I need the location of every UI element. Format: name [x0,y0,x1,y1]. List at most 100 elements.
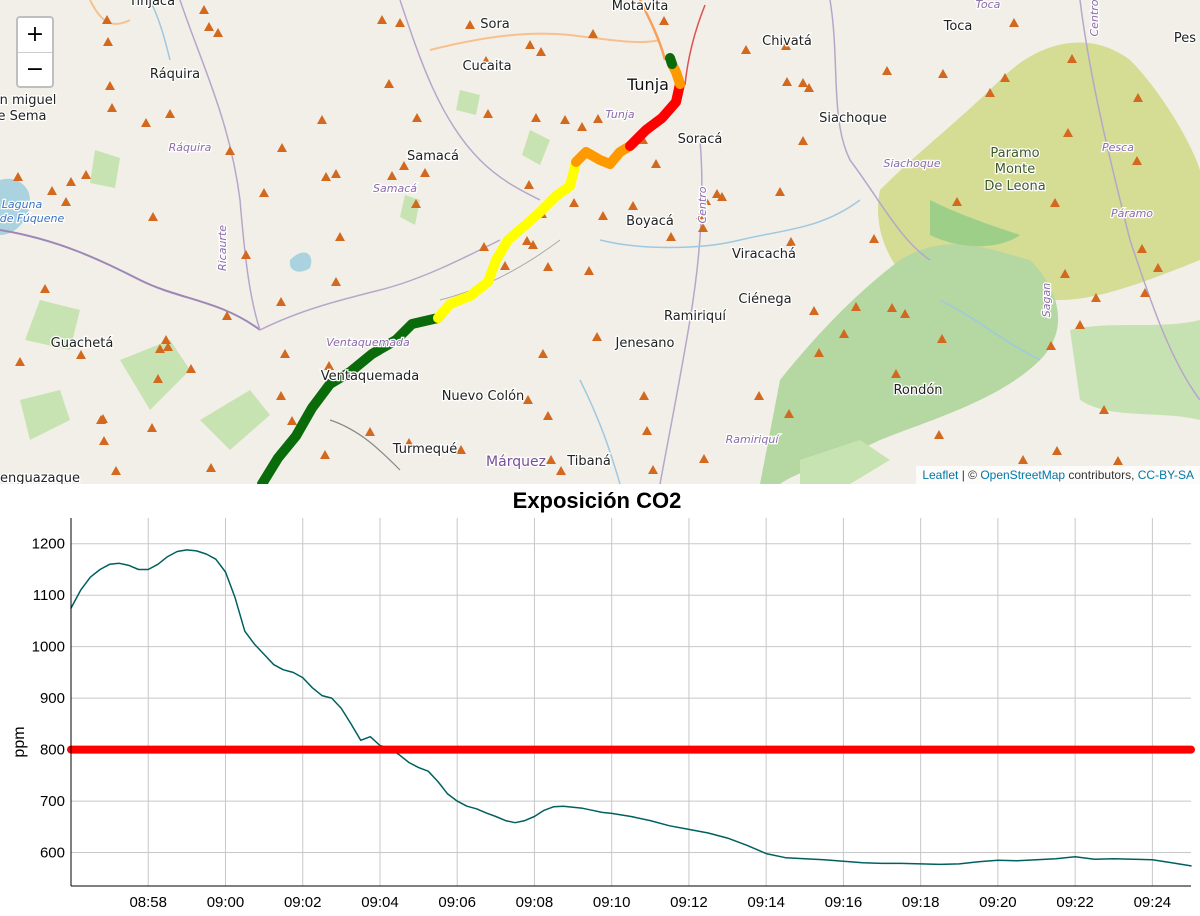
peak-marker [81,170,91,179]
peak-marker [775,187,785,196]
peak-marker [280,349,290,358]
place-label: de Fúquene [0,212,65,225]
peak-marker [952,197,962,206]
peak-marker [717,192,727,201]
peak-marker [61,197,71,206]
peak-marker [839,329,849,338]
place-label: Nuevo Colón [442,389,525,404]
admin-boundary [0,229,261,331]
peak-marker [659,16,669,25]
place-label: Laguna [2,198,43,211]
peak-marker [222,311,232,320]
peak-marker [891,369,901,378]
peak-marker [1052,446,1062,455]
zoom-in-button[interactable]: + [18,18,52,53]
peak-marker [148,212,158,221]
route-segment[interactable] [625,79,685,151]
peak-marker [155,344,165,353]
peak-marker [479,242,489,251]
place-label: Ricaurte [216,225,229,271]
peak-marker [882,66,892,75]
place-label: Samacá [407,149,459,164]
zoom-control[interactable]: + − [16,16,54,88]
peak-marker [395,18,405,27]
peak-marker [456,445,466,454]
y-axis-ticks: 600 700 800 900 1000 1100 1200 [32,536,65,862]
y-tick-label: 600 [40,845,65,862]
route-segment[interactable] [571,141,635,169]
forest-area-3 [930,200,1020,247]
x-tick-label: 08:58 [129,894,167,911]
peak-marker [320,450,330,459]
route-segment[interactable] [433,157,581,323]
route-segment[interactable] [665,53,677,69]
place-label: Paramo [990,146,1039,161]
peak-marker [276,297,286,306]
peak-marker [628,201,638,210]
road [429,32,661,51]
place-label: n miguel [0,93,56,108]
peak-marker [276,391,286,400]
place-label: Motavita [612,0,669,14]
peak-marker [851,302,861,311]
peak-marker [165,109,175,118]
peak-marker [598,211,608,220]
peak-marker [317,115,327,124]
peak-marker [543,262,553,271]
place-label: Ráquira [169,141,212,154]
peak-marker [399,161,409,170]
peak-marker [524,180,534,189]
x-tick-label: 09:20 [979,894,1017,911]
x-tick-label: 09:06 [438,894,476,911]
peak-marker [1060,269,1070,278]
place-label: Guachetá [51,336,114,351]
peak-marker [588,29,598,38]
peak-marker [642,426,652,435]
place-label: Siachoque [883,157,940,170]
peak-marker [259,188,269,197]
peak-marker [225,146,235,155]
osm-link[interactable]: OpenStreetMap [980,468,1066,482]
leaflet-link[interactable]: Leaflet [922,468,959,482]
place-label: e Sema [0,109,47,124]
place-label: Ventaquemada [321,369,420,384]
place-label: Ramiriquí [664,309,726,324]
peak-marker [522,236,532,245]
license-link[interactable]: CC-BY-SA [1137,468,1194,482]
peak-markers [13,5,1163,475]
peak-marker [76,350,86,359]
peak-marker [103,37,113,46]
peak-marker [465,20,475,29]
peak-marker [569,198,579,207]
peak-marker [365,427,375,436]
peak-marker [412,113,422,122]
map-view[interactable]: Sora Motavita Cucaita Chivatá Toca Pes Ráquira… [0,0,1200,484]
map-tiles[interactable]: Sora Motavita Cucaita Chivatá Toca Pes Ráquira… [0,0,1200,484]
place-label: Chivatá [762,34,812,49]
peak-marker [483,109,493,118]
peak-marker [96,415,106,424]
y-tick-label: 900 [40,690,65,707]
peak-marker [804,83,814,92]
peak-marker [577,122,587,131]
peak-marker [1140,288,1150,297]
peak-marker [712,189,722,198]
co2-series-line [70,549,1192,867]
x-axis-ticks: 08:58 09:00 09:02 09:04 09:06 09:08 09:10 09:12… [129,894,1171,911]
place-label: Rondón [893,383,942,398]
peak-marker [384,79,394,88]
zoom-out-button[interactable]: − [25,57,45,82]
peak-marker [648,465,658,474]
peak-marker [99,436,109,445]
peak-marker [666,232,676,241]
y-tick-label: 1000 [32,639,65,656]
attribution-contrib: contributors, [1065,468,1138,482]
peak-marker [335,232,345,241]
route-segment[interactable] [257,313,443,484]
place-label: De Leona [984,179,1045,194]
peak-marker [784,409,794,418]
peak-marker [1153,263,1163,272]
place-label: Ráquira [150,67,200,82]
peak-marker [107,103,117,112]
peak-marker [1091,293,1101,302]
